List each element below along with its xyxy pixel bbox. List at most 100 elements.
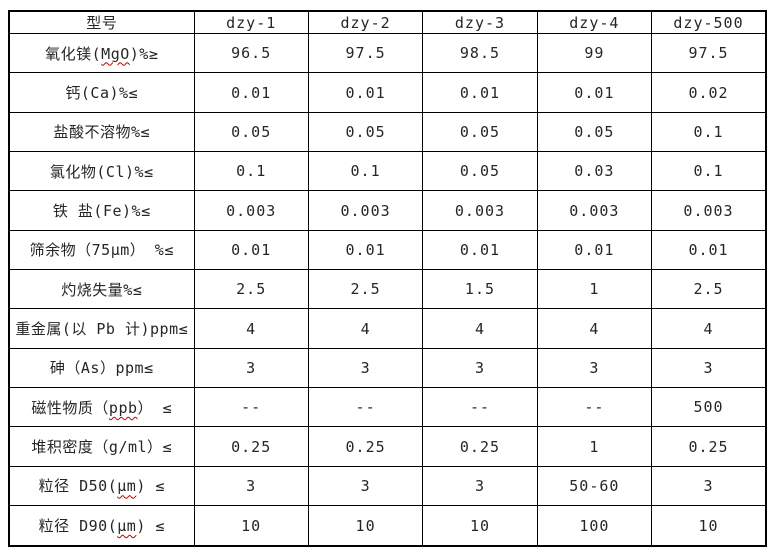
value-cell: 99: [536, 32, 653, 74]
row-label-text: ) ≤: [136, 517, 165, 536]
row-label-text: 盐酸不溶物%≤: [53, 123, 151, 142]
value-cell: --: [193, 387, 309, 428]
table-row: 粒径 D50(μm) ≤3 3 3 50-60 3: [8, 465, 767, 507]
value-cell: 0.1: [307, 151, 424, 192]
row-label-text: 氧化镁(: [45, 44, 102, 63]
value-cell: 10: [422, 505, 538, 547]
value-cell: 0.25: [307, 426, 424, 467]
value-cell: 3: [307, 347, 424, 389]
value-cell: 0.02: [651, 72, 767, 113]
value-cell: 1.5: [422, 269, 538, 310]
row-label-text: 铁 盐(Fe)%≤: [52, 202, 151, 221]
value-cell: 0.003: [651, 190, 767, 231]
value-cell: 2.5: [193, 269, 309, 310]
value-cell: 0.1: [651, 111, 767, 153]
value-cell: 0.25: [422, 426, 538, 467]
table-row: 盐酸不溶物%≤ 0.05 0.05 0.05 0.05 0.1: [8, 111, 767, 153]
value-cell: 3: [536, 347, 653, 389]
table-row: 氯化物(Cl)%≤ 0.1 0.1 0.05 0.03 0.1: [8, 151, 767, 192]
value-cell: 3: [193, 347, 309, 389]
spellcheck-underline-text: μm: [117, 517, 137, 536]
spellcheck-underline-text: ppb: [108, 398, 138, 417]
value-cell: 0.003: [422, 190, 538, 231]
row-label-text: 灼烧失量%≤: [61, 280, 143, 299]
value-cell: 0.01: [651, 229, 767, 271]
table-row: 筛余物（75μm） %≤ 0.01 0.01 0.01 0.01 0.01: [8, 229, 767, 271]
value-cell: 3: [422, 347, 538, 389]
row-label: 堆积密度（g/ml）≤: [8, 426, 195, 467]
spellcheck-underline-text: μm: [117, 477, 137, 496]
value-cell: 100: [536, 505, 653, 547]
row-label: 铁 盐(Fe)%≤: [8, 190, 195, 231]
product-spec-table: 型号 dzy-1 dzy-2 dzy-3 dzy-4 dzy-500 氧化镁(MgO)%≥…: [8, 10, 767, 547]
value-cell: 4: [422, 308, 538, 349]
value-cell: 0.05: [193, 111, 309, 153]
value-cell: 1: [536, 269, 653, 310]
value-cell: 0.05: [307, 111, 424, 153]
row-label-text: ) ≤: [136, 477, 165, 496]
value-cell: 4: [651, 308, 767, 349]
value-cell: --: [422, 387, 538, 428]
header-cell-model: 型号: [8, 10, 195, 34]
row-label: 氧化镁(MgO)%≥: [8, 32, 195, 74]
value-cell: 98.5: [422, 32, 538, 74]
value-cell: 0.05: [536, 111, 653, 153]
value-cell: 0.01: [307, 229, 424, 271]
row-label-text: 筛余物（75μm） %≤: [29, 241, 174, 260]
value-cell: 0.003: [307, 190, 424, 231]
row-label-text: 钙(Ca)%≤: [65, 84, 139, 103]
row-label-text: 粒径 D50(: [38, 477, 118, 496]
row-label: 砷（As）ppm≤: [8, 347, 195, 389]
table-row: 氧化镁(MgO)%≥ 96.5 97.5 98.5 99 97.5: [8, 32, 767, 74]
value-cell: 97.5: [307, 32, 424, 74]
table-row: 砷（As）ppm≤ 3 3 3 3 3: [8, 347, 767, 389]
value-cell: 2.5: [651, 269, 767, 310]
row-label: 氯化物(Cl)%≤: [8, 151, 195, 192]
row-label-text: 砷（As）ppm≤: [49, 359, 154, 378]
header-cell: dzy-1: [193, 10, 309, 34]
table-row: 重金属(以 Pb 计)ppm≤ 4 4 4 4 4: [8, 308, 767, 349]
row-label: 灼烧失量%≤: [8, 269, 195, 310]
row-label: 盐酸不溶物%≤: [8, 111, 195, 153]
value-cell: 97.5: [651, 32, 767, 74]
row-label: 筛余物（75μm） %≤: [8, 229, 195, 271]
value-cell: 10: [307, 505, 424, 547]
row-label-text: 堆积密度（g/ml）≤: [31, 438, 173, 457]
row-label: 重金属(以 Pb 计)ppm≤: [8, 308, 195, 349]
value-cell: 0.01: [422, 229, 538, 271]
header-cell: dzy-2: [307, 10, 424, 34]
spellcheck-underline-text: MgO: [101, 44, 130, 63]
table-row: 铁 盐(Fe)%≤ 0.003 0.003 0.003 0.003 0.003: [8, 190, 767, 231]
value-cell: 3: [651, 347, 767, 389]
value-cell: 0.01: [536, 229, 653, 271]
row-label: 粒径 D50(μm) ≤: [8, 465, 195, 507]
table-row: 灼烧失量%≤ 2.5 2.5 1.5 1 2.5: [8, 269, 767, 310]
value-cell: 10: [193, 505, 309, 547]
value-cell: 0.25: [193, 426, 309, 467]
header-row: 型号 dzy-1 dzy-2 dzy-3 dzy-4 dzy-500: [8, 10, 767, 34]
value-cell: 0.003: [536, 190, 653, 231]
value-cell: 0.01: [422, 72, 538, 113]
value-cell: 3: [651, 465, 767, 507]
value-cell: --: [536, 387, 653, 428]
value-cell: 0.01: [536, 72, 653, 113]
value-cell: 4: [307, 308, 424, 349]
table-row: 磁性物质（ppb） ≤ -- -- -- -- 500: [8, 387, 767, 428]
value-cell: 96.5: [193, 32, 309, 74]
value-cell: 0.01: [307, 72, 424, 113]
row-label: 粒径 D90(μm) ≤: [8, 505, 195, 547]
value-cell: 0.25: [651, 426, 767, 467]
value-cell: 0.01: [193, 229, 309, 271]
row-label-text: 磁性物质（: [31, 398, 109, 417]
table-row: 钙(Ca)%≤ 0.01 0.01 0.01 0.01 0.02: [8, 72, 767, 113]
value-cell: --: [307, 387, 424, 428]
row-label-text: )%≥: [129, 44, 159, 63]
value-cell: 0.05: [422, 151, 538, 192]
value-cell: 4: [536, 308, 653, 349]
row-label-text: 粒径 D90(: [38, 517, 118, 536]
value-cell: 500: [651, 387, 767, 428]
row-label: 钙(Ca)%≤: [8, 72, 195, 113]
value-cell: 0.003: [193, 190, 309, 231]
value-cell: 0.05: [422, 111, 538, 153]
